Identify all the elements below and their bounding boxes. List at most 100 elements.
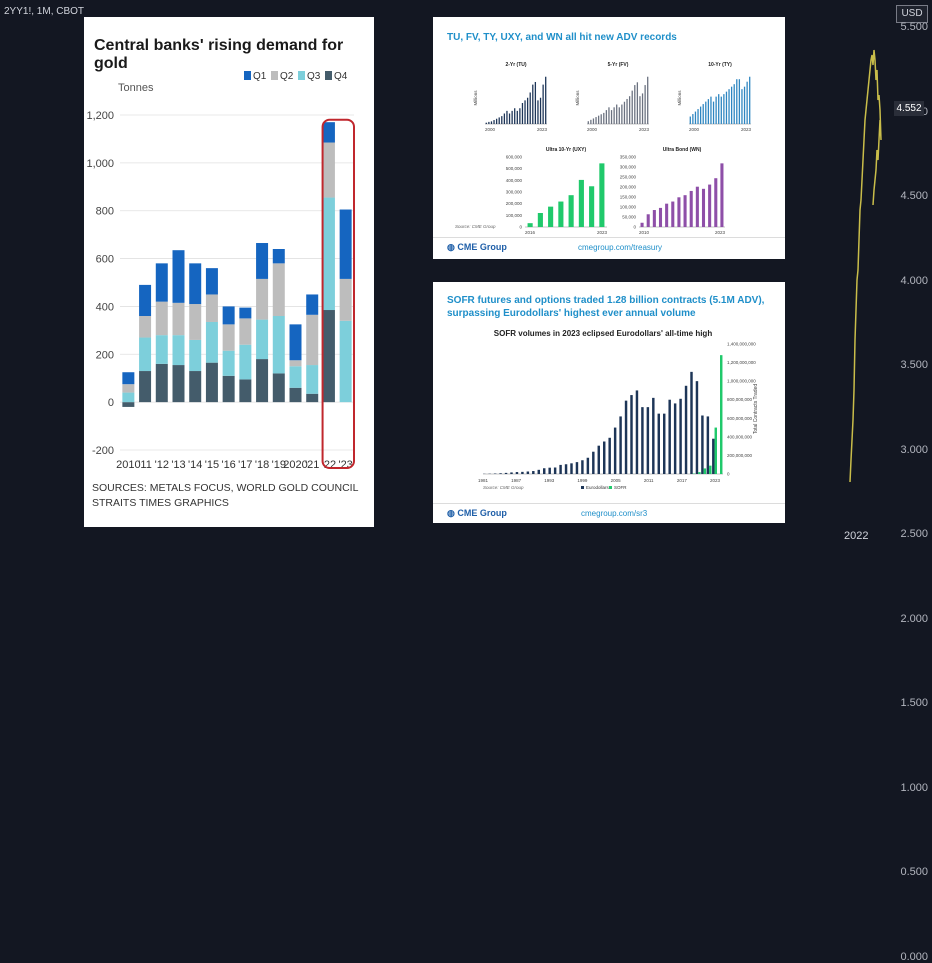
eurodollar-bar xyxy=(538,470,540,474)
eurodollar-bar xyxy=(674,403,676,474)
mini-bar xyxy=(530,92,531,124)
x-tick-label: '15 xyxy=(205,459,219,471)
treasury-link[interactable]: cmegroup.com/treasury xyxy=(578,243,662,252)
eurodollar-bar xyxy=(701,416,703,475)
mini-bar xyxy=(542,85,543,124)
legend-swatch-q4 xyxy=(325,71,332,80)
bar-q2 xyxy=(239,318,251,344)
bar-q3 xyxy=(323,198,335,310)
bar-q4 xyxy=(323,310,335,402)
sofr-y-tick: 800,000,000 xyxy=(727,397,753,402)
bar-q4 xyxy=(273,373,285,402)
mini-bar xyxy=(616,105,617,124)
x-tick-label: '13 xyxy=(171,459,185,471)
mini-bar xyxy=(590,120,591,124)
price-line-chart xyxy=(840,40,890,490)
sofr-x-tick: 1987 xyxy=(511,478,522,483)
legend-label: SOFR xyxy=(614,485,627,490)
bar-q2 xyxy=(323,143,335,198)
sofr-y-tick: 1,000,000,000 xyxy=(727,379,756,384)
y-tick-label: 1,000 xyxy=(86,158,114,170)
eurodollar-bar xyxy=(548,468,550,474)
mini-bar xyxy=(522,103,523,124)
cme-logo-text: CME Group xyxy=(457,242,507,252)
bar-q1 xyxy=(139,285,151,316)
mini-bar xyxy=(601,114,602,124)
sofr-y-tick: 200,000,000 xyxy=(727,453,753,458)
mini-bar xyxy=(637,82,638,124)
bar-q2 xyxy=(306,315,318,365)
mini-bar xyxy=(519,108,520,124)
bar-q3 xyxy=(239,345,251,380)
mini-y-tick: 100,000 xyxy=(506,213,523,218)
mini-bar xyxy=(723,94,724,124)
x-tick-label: '17 xyxy=(238,459,252,471)
mini-bar xyxy=(511,111,512,124)
mini-bar xyxy=(677,197,680,227)
eurodollar-bar xyxy=(679,399,681,474)
eurodollar-bar xyxy=(630,395,632,474)
eurodollar-bar xyxy=(532,471,534,474)
price-axis[interactable]: USD 5.5005.0004.5004.0003.5003.0002.5002… xyxy=(896,0,932,520)
mini-bar xyxy=(506,111,507,124)
mini-bar xyxy=(589,186,594,227)
bar-q2 xyxy=(173,303,185,335)
price-tick-label: 0.000 xyxy=(900,951,928,963)
mini-bar xyxy=(696,187,699,227)
mini-bar xyxy=(504,113,505,124)
x-tick-label: 2010 xyxy=(116,459,140,471)
eurodollar-bar xyxy=(690,372,692,474)
mini-chart-title: 10-Yr (TY) xyxy=(708,62,732,68)
mini-bar xyxy=(746,82,747,124)
bar-q4 xyxy=(156,364,168,402)
bar-q3 xyxy=(223,351,235,376)
bar-q4 xyxy=(239,379,251,402)
bar-q2 xyxy=(290,360,302,366)
mini-bar xyxy=(671,202,674,227)
mini-bar xyxy=(611,110,612,124)
x-tick-label: '21 xyxy=(305,459,319,471)
mini-y-label: Millions xyxy=(677,90,682,106)
mini-bar xyxy=(710,97,711,124)
bar-q2 xyxy=(273,263,285,316)
x-end-label: 2023 xyxy=(537,127,548,132)
sofr-link[interactable]: cmegroup.com/sr3 xyxy=(581,509,647,518)
price-tick-label: 1.500 xyxy=(900,697,928,709)
mini-bar xyxy=(653,210,656,227)
mini-bar xyxy=(501,116,502,124)
bar-q3 xyxy=(273,316,285,373)
footer-divider xyxy=(433,237,785,238)
price-tick-label: 2.500 xyxy=(900,528,928,540)
mini-bar xyxy=(731,87,732,124)
legend-label: Eurodollars xyxy=(586,485,610,490)
mini-bar xyxy=(540,98,541,124)
symbol-label[interactable]: 2YY1!, 1M, CBOT xyxy=(4,6,84,17)
eurodollar-bar xyxy=(636,390,638,474)
mini-y-tick: 0 xyxy=(519,225,522,230)
mini-bar xyxy=(644,85,645,124)
mini-bar xyxy=(726,92,727,124)
gold-demand-panel: Central banks' rising demand for gold Q1… xyxy=(84,17,374,527)
mini-bar xyxy=(700,107,701,124)
price-tick-label: 5.500 xyxy=(900,21,928,33)
mini-bar xyxy=(629,96,630,124)
mini-bar xyxy=(537,100,538,124)
mini-bar xyxy=(496,119,497,124)
cme-treasury-panel: TU, FV, TY, UXY, and WN all hit new ADV … xyxy=(433,17,785,259)
bar-q3 xyxy=(206,322,218,363)
x-tick-label: '16 xyxy=(221,459,235,471)
mini-bar xyxy=(499,117,500,124)
sofr-y-tick: 400,000,000 xyxy=(727,434,753,439)
mini-bar xyxy=(488,122,489,124)
treasury-source: Source: CME Group xyxy=(455,224,496,229)
x-end-label: 2023 xyxy=(639,127,650,132)
bar-q2 xyxy=(340,279,352,321)
mini-bar xyxy=(593,118,594,124)
mini-y-label: Millions xyxy=(575,90,580,106)
mini-bar xyxy=(528,223,533,227)
bar-q2 xyxy=(223,324,235,350)
mini-bar xyxy=(715,97,716,124)
bar-q4 xyxy=(306,394,318,402)
bar-q4 xyxy=(256,359,268,402)
